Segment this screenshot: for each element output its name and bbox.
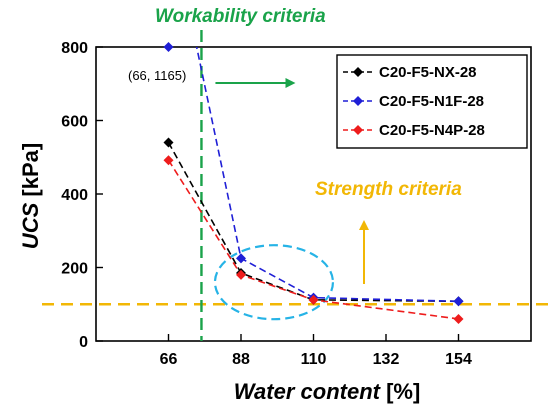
x-tick-label: 88: [232, 351, 250, 368]
series-line: [167, 142, 459, 303]
legend-swatch-marker: [353, 67, 363, 77]
y-tick-label: 800: [61, 40, 88, 57]
offscale-data-point: [163, 42, 174, 52]
y-axis-title-main: UCS: [18, 202, 43, 249]
legend-entry-label: C20-F5-N4P-28: [379, 122, 485, 139]
legend: C20-F5-NX-28 C20-F5-N1F-28 C20-F5-N4P-28: [336, 54, 528, 149]
x-axis-title-main: Water content: [234, 379, 382, 404]
data-point: [308, 294, 319, 305]
x-tick-label: 66: [160, 351, 178, 368]
data-point: [236, 253, 246, 264]
legend-entry-label: C20-F5-NX-28: [379, 64, 477, 81]
y-tick-label: 400: [61, 187, 88, 204]
series-line: [167, 159, 459, 320]
data-point: [453, 296, 464, 307]
highlight-ellipse: [213, 244, 335, 321]
y-tick-label: 600: [61, 114, 88, 131]
x-tick-label: 110: [301, 351, 327, 368]
y-axis-title-unit: [kPa]: [18, 143, 43, 203]
workability-criteria-label: Workability criteria: [155, 6, 326, 27]
offscale-value-label: (66, 1165): [128, 68, 186, 83]
y-tick-label: 0: [79, 334, 88, 351]
data-point: [163, 137, 174, 148]
series-group: [163, 47, 464, 324]
legend-swatch-marker: [353, 96, 363, 106]
data-point: [236, 269, 246, 280]
series-line: [195, 47, 459, 303]
y-axis-title: UCS [kPa]: [18, 143, 43, 249]
data-point: [453, 313, 464, 324]
x-tick-label: 154: [445, 351, 472, 368]
legend-entry-label: C20-F5-N1F-28: [379, 93, 484, 110]
x-axis-title-unit: [%]: [380, 379, 420, 404]
y-tick-label: 200: [61, 261, 88, 278]
x-axis-title: Water content [%]: [234, 379, 421, 404]
legend-swatch-marker: [353, 125, 363, 135]
plot-area: 0 200 400 600 800 66 88 110 132 154 Strength crite…: [42, 30, 548, 368]
x-tick-label: 132: [373, 351, 400, 368]
data-point: [163, 155, 174, 166]
strength-criteria-label: Strength criteria: [315, 179, 462, 200]
